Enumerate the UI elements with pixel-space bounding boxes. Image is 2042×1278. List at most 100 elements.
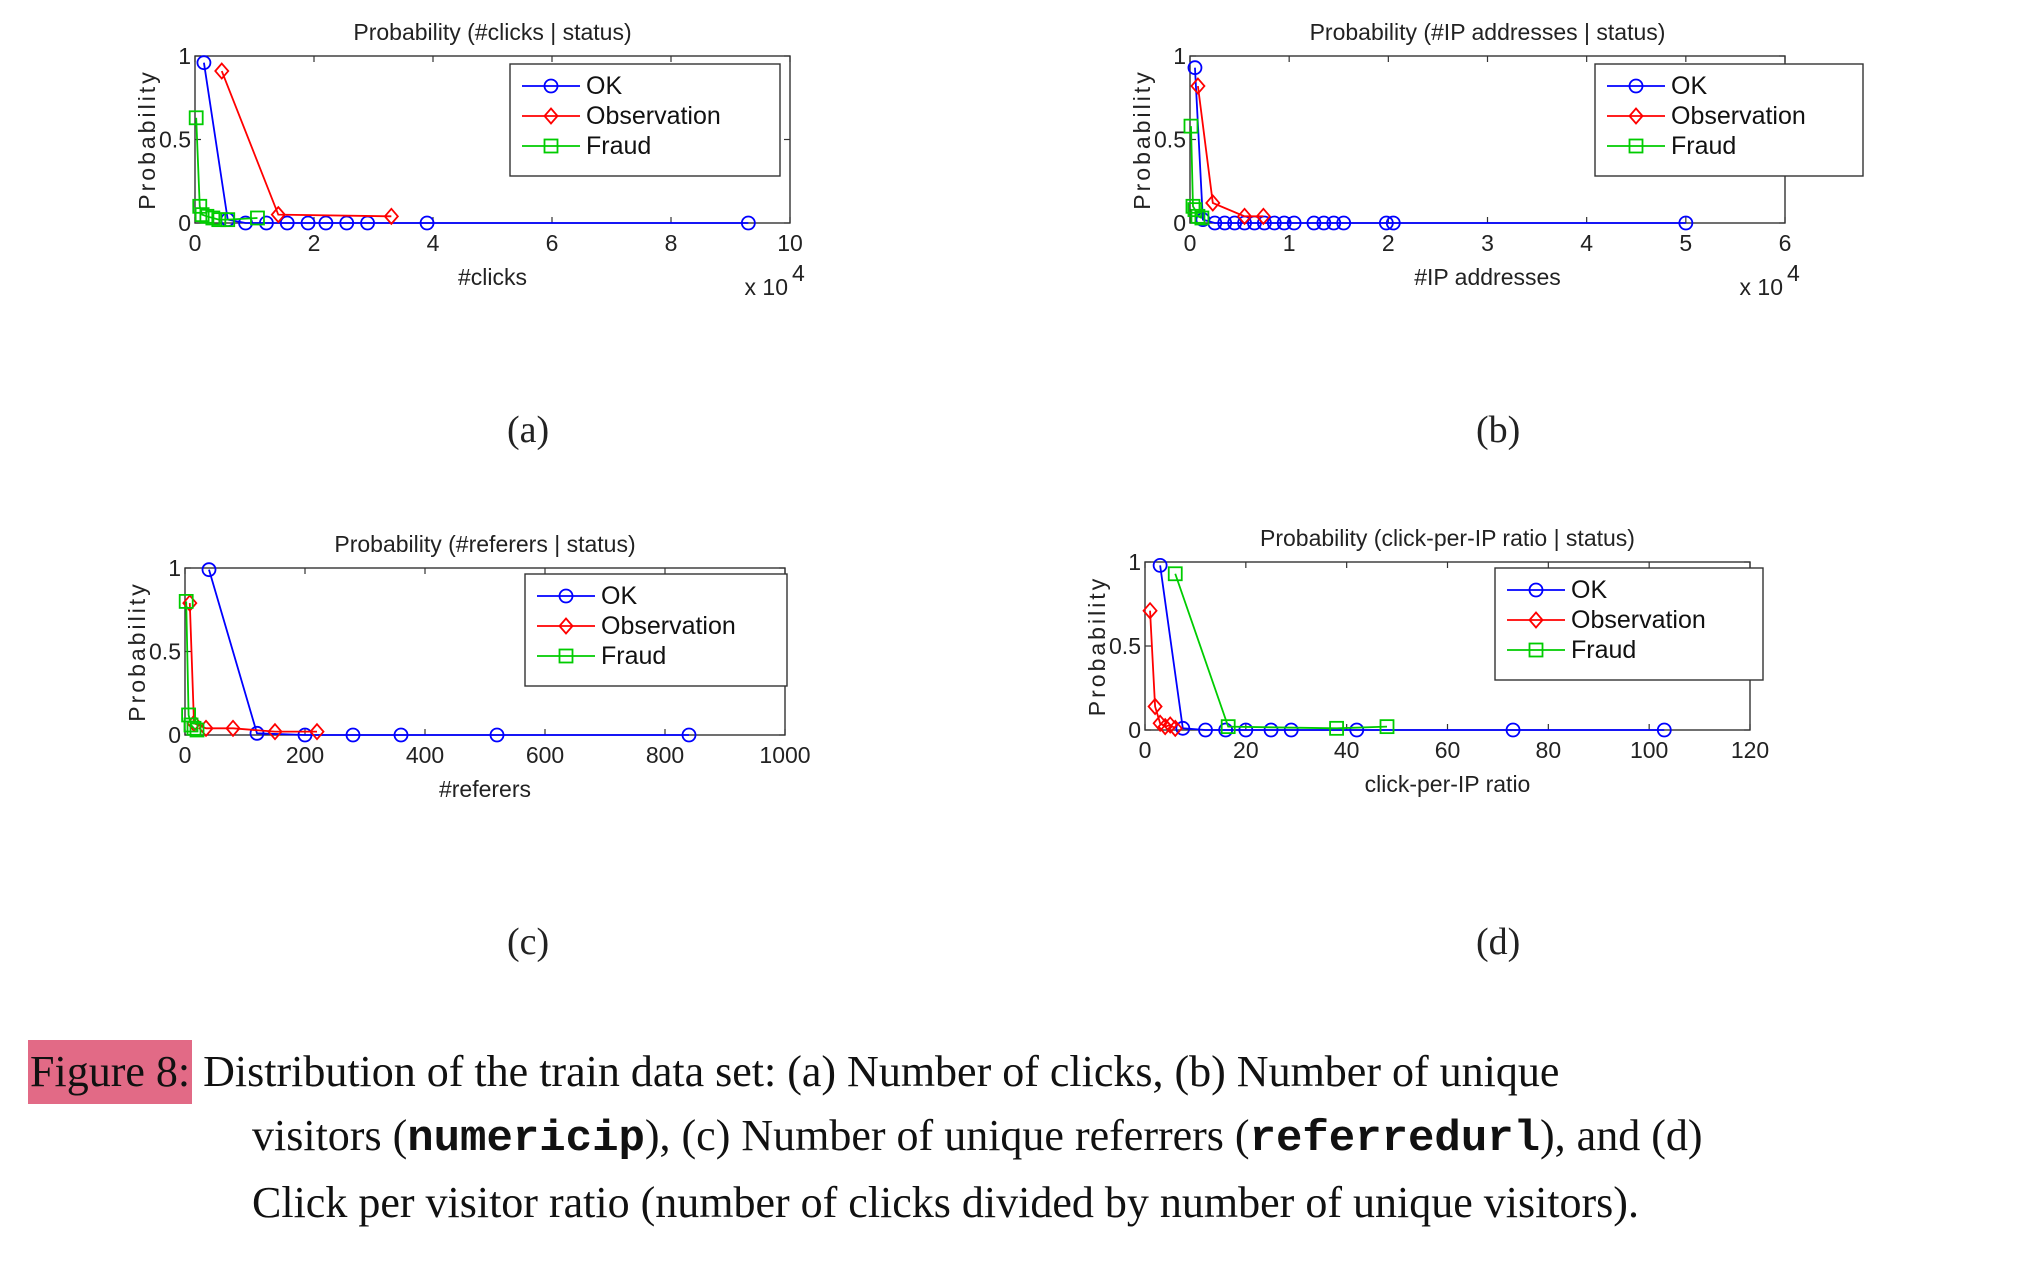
- chart-click-per-ip: Probability (click-per-IP ratio | status…: [1084, 525, 1769, 797]
- figure-label: Figure 8:: [28, 1040, 193, 1104]
- series-fraud: [1183, 118, 1210, 226]
- data-point-ok: [1678, 215, 1694, 231]
- x-tick-label: 80: [1536, 737, 1562, 763]
- y-tick-label: 1: [1173, 43, 1186, 69]
- data-point-ok: [1227, 215, 1243, 231]
- code-referredurl: referredurl: [1249, 1114, 1541, 1164]
- series-line-observation: [1149, 610, 1176, 730]
- data-point-fraud: [220, 212, 236, 228]
- data-point-ok: [1349, 722, 1365, 738]
- data-point-ok: [238, 215, 253, 231]
- data-point-ok: [1217, 215, 1233, 231]
- data-point-ok: [681, 727, 697, 743]
- chart-clicks: Probability (#clicks | status) 0 2 4 6 8 10 0 0.…: [134, 19, 805, 300]
- x-axis-label: #clicks: [458, 264, 527, 290]
- data-point-fraud: [178, 594, 194, 609]
- data-point-observation: [267, 722, 283, 741]
- x-tick-label: 3: [1481, 230, 1494, 256]
- data-point-observation: [198, 719, 214, 738]
- legend-label-observation: Observation: [1671, 102, 1806, 130]
- data-point-ok: [1175, 720, 1191, 736]
- x-tick-label: 2: [1382, 230, 1395, 256]
- series-fraud: [188, 110, 265, 228]
- data-point-ok: [1326, 215, 1342, 231]
- data-point-ok: [201, 562, 217, 578]
- data-point-observation: [309, 722, 325, 741]
- data-point-observation: [1142, 601, 1158, 620]
- data-point-ok: [249, 725, 265, 741]
- legend-label-fraud: Fraud: [1571, 636, 1636, 664]
- data-point-ok: [1238, 722, 1254, 738]
- legend-marker: [1628, 78, 1644, 94]
- series-line-observation: [1197, 85, 1264, 218]
- chart-ip-addresses: Probability (#IP addresses | status) 0 1 2 3…: [1129, 19, 1864, 300]
- x-tick-label: 600: [526, 742, 564, 768]
- panel-label-b: (b): [1476, 409, 1521, 451]
- data-point-ok: [345, 727, 361, 743]
- x-tick-label: 8: [665, 230, 678, 256]
- data-point-fraud: [211, 212, 227, 228]
- x-tick-label: 100: [1630, 737, 1668, 763]
- y-axis-label: Probability: [124, 581, 150, 721]
- y-axis-label: Probability: [134, 69, 160, 209]
- chart-panel-b: Probability (#IP addresses | status) 0 1 2 3…: [1070, 19, 1970, 380]
- series-ok: [1187, 60, 1694, 231]
- data-point-observation: [270, 205, 286, 224]
- y-tick-label: 0: [178, 210, 191, 236]
- figure-caption: Figure 8: Distribution of the train data…: [28, 1040, 2018, 1235]
- series-observation: [182, 594, 325, 741]
- legend-marker: [1528, 642, 1544, 658]
- series-line-fraud: [1174, 573, 1388, 730]
- data-point-fraud: [1183, 118, 1199, 134]
- y-tick-label: 0: [1173, 210, 1186, 236]
- x-tick-label: 6: [546, 230, 559, 256]
- x-tick-label: 120: [1731, 737, 1769, 763]
- x-tick-label: 20: [1233, 737, 1259, 763]
- series-observation: [214, 62, 400, 226]
- data-point-ok: [300, 215, 316, 231]
- chart-title: Probability (#IP addresses | status): [1310, 19, 1666, 45]
- series-line-observation: [188, 603, 317, 733]
- series-fraud: [1167, 566, 1395, 736]
- caption-line-1: Distribution of the train data set: (a) …: [203, 1047, 1560, 1096]
- legend-label-ok: OK: [1671, 72, 1707, 100]
- chart-panel-c: Probability (#referers | status) 0 200 400 6…: [100, 530, 1000, 890]
- data-point-ok: [489, 727, 505, 743]
- legend-marker: [558, 588, 574, 604]
- data-point-observation: [383, 207, 400, 226]
- data-point-observation: [1190, 77, 1206, 95]
- x-tick-label: 5: [1679, 230, 1692, 256]
- data-point-fraud: [1185, 198, 1201, 214]
- x-tick-label: 2: [308, 230, 321, 256]
- data-point-fraud: [1167, 566, 1183, 582]
- x-tick-label: 0: [179, 742, 192, 768]
- legend-marker: [1628, 138, 1644, 154]
- x-tick-label: 400: [406, 742, 444, 768]
- data-point-ok: [1152, 557, 1168, 573]
- x-tick-label: 4: [1580, 230, 1593, 256]
- data-point-ok: [1266, 215, 1282, 231]
- data-point-observation: [1236, 207, 1253, 226]
- data-point-ok: [1385, 215, 1401, 231]
- caption-line-3: Click per visitor ratio (number of click…: [252, 1178, 1639, 1227]
- data-point-ok: [318, 215, 334, 231]
- data-point-fraud: [1194, 210, 1210, 226]
- data-point-ok: [1286, 215, 1302, 231]
- legend-marker: [1528, 582, 1544, 598]
- chart-title: Probability (click-per-IP ratio | status…: [1260, 525, 1635, 551]
- chart-referers: Probability (#referers | status) 0 200 400 6…: [124, 531, 811, 802]
- x-tick-label: 10: [777, 230, 803, 256]
- series-line-ok: [208, 569, 689, 736]
- y-tick-label: 1: [1128, 549, 1141, 575]
- x-multiplier-exponent: 4: [1787, 260, 1800, 286]
- data-point-fraud: [194, 207, 210, 223]
- data-point-ok: [196, 55, 212, 71]
- panel-label-a: (a): [507, 409, 550, 451]
- x-tick-label: 1000: [759, 742, 810, 768]
- data-point-ok: [1218, 722, 1234, 738]
- legend-label-observation: Observation: [601, 612, 736, 640]
- data-point-ok: [1656, 722, 1672, 738]
